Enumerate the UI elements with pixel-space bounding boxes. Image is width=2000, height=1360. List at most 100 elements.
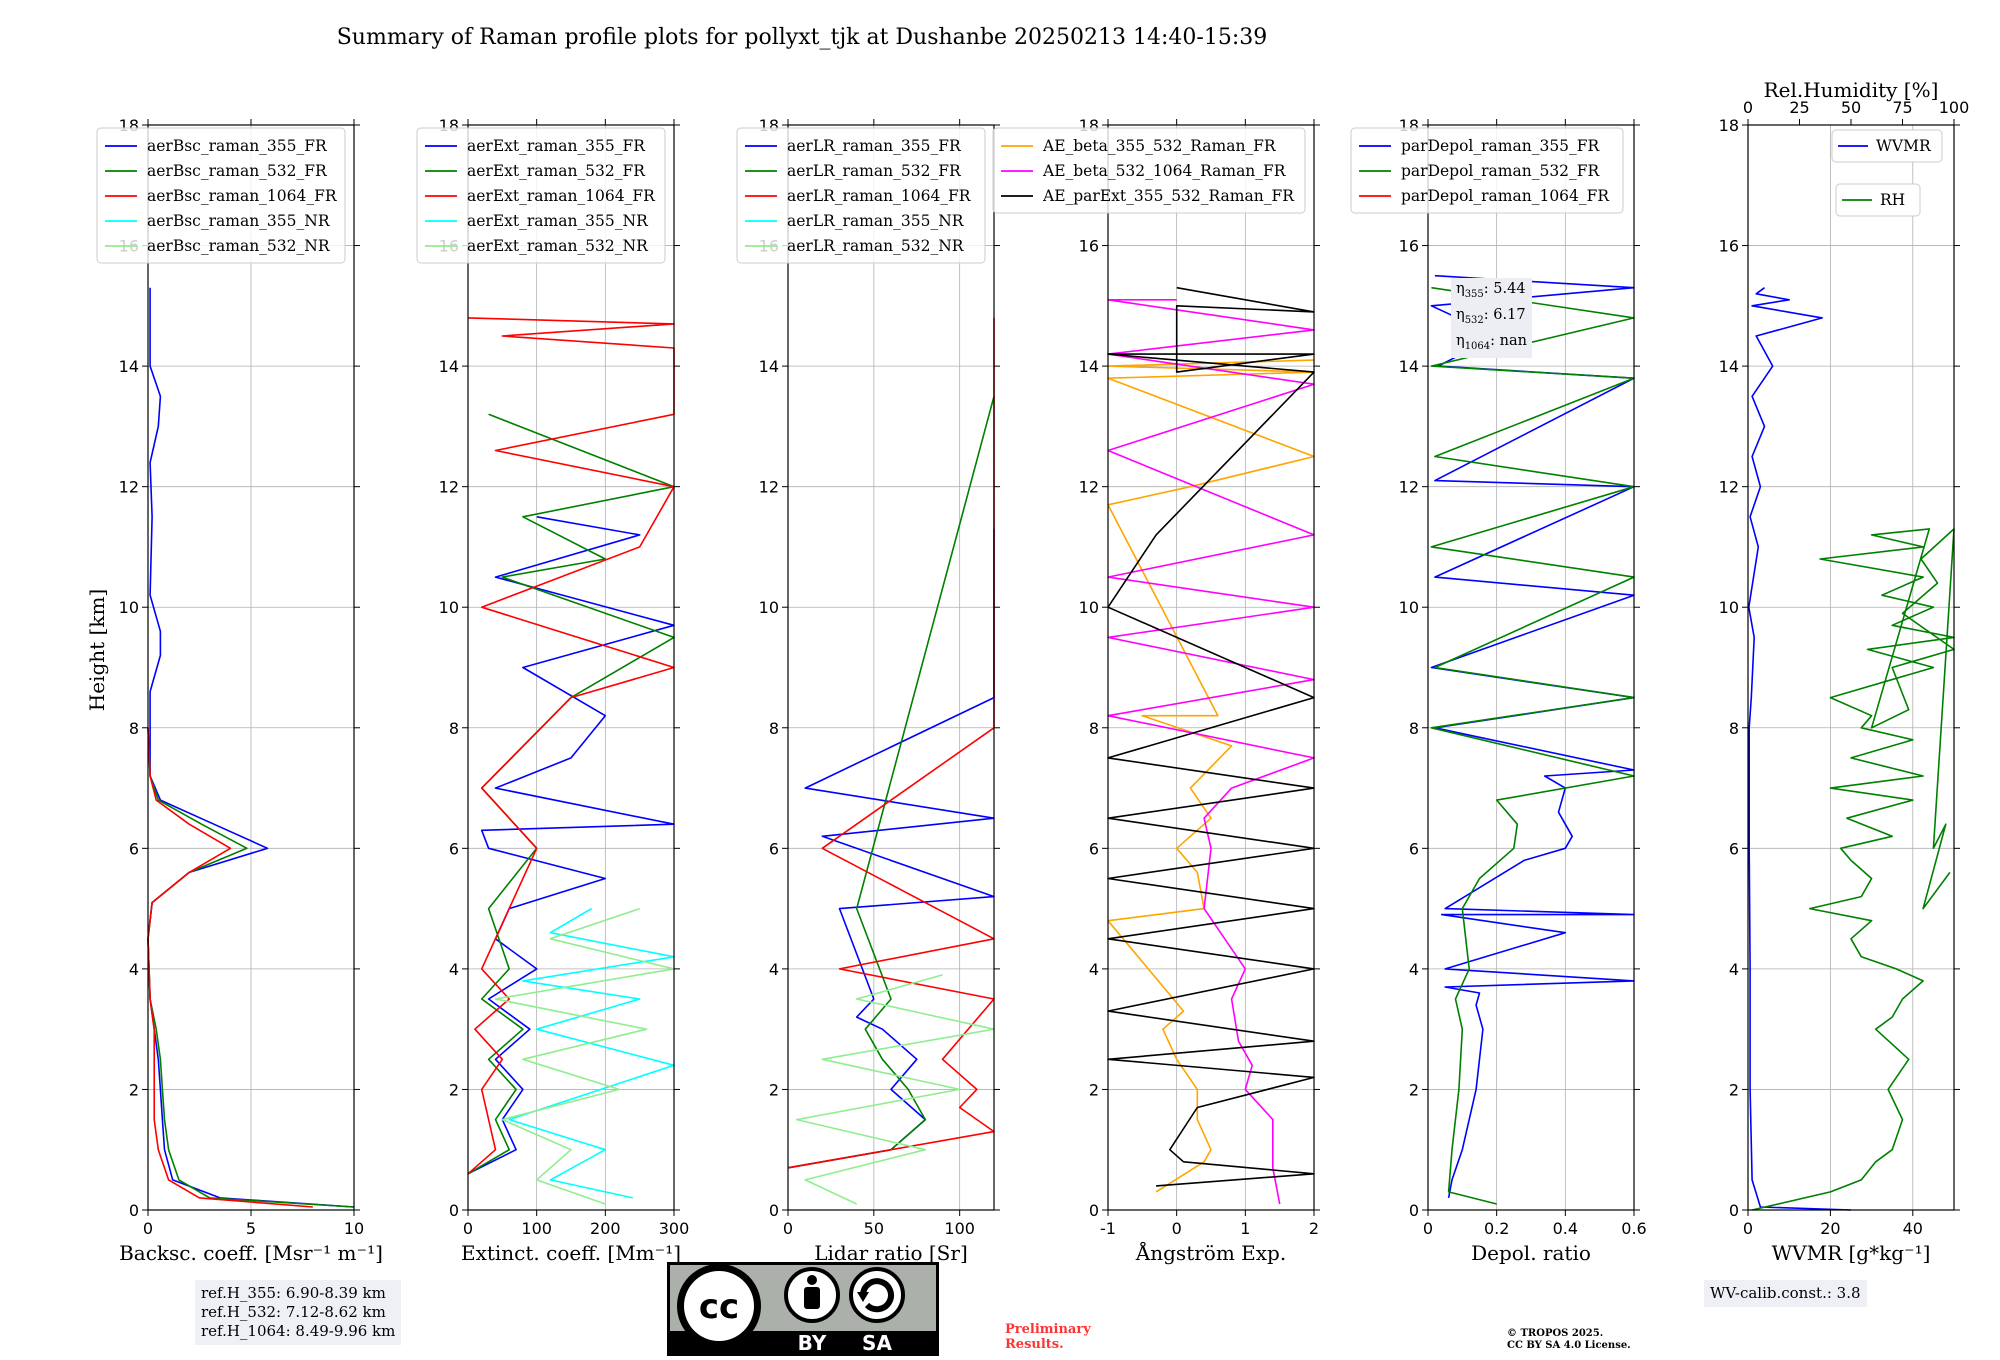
legend-box	[416, 127, 666, 264]
sa-icon-arrow	[860, 1278, 894, 1313]
axes-frame	[467, 124, 675, 1211]
y-tick-label: 12	[1399, 478, 1419, 497]
x-tick-label: 50	[864, 1219, 884, 1238]
by-icon-head	[807, 1275, 817, 1285]
y-tick-label: 0	[769, 1201, 779, 1220]
x-tick-label: 2	[1309, 1219, 1319, 1238]
x-tick-label: 0	[463, 1219, 473, 1238]
y-tick-label: 18	[1719, 116, 1739, 135]
y-tick-label: 12	[1719, 478, 1739, 497]
panel-3: 024681012141618050100Lidar ratio [Sr]aer…	[736, 116, 1000, 1265]
legend-label: aerExt_raman_1064_FR	[467, 187, 656, 205]
series-line-parDepol_raman_532_FR	[1430, 286, 1635, 1205]
x-tick-label: 10	[344, 1219, 364, 1238]
y-tick-label: 2	[1409, 1080, 1419, 1099]
legend-label: aerExt_raman_355_FR	[467, 137, 646, 155]
y-tick-label: 0	[1089, 1201, 1099, 1220]
y-tick-label: 6	[449, 839, 459, 858]
y-tick-label: 6	[129, 839, 139, 858]
x-tick-label: 0	[1743, 1219, 1753, 1238]
legend-label: AE_beta_532_1064_Raman_FR	[1042, 162, 1287, 180]
y-tick-label: 16	[1079, 237, 1099, 256]
eta-box: η355: 5.44 η532: 6.17 η1064: nan	[1451, 278, 1532, 358]
y-axis-label: Height [km]	[85, 589, 109, 711]
x-tick-label: 40	[1903, 1219, 1923, 1238]
y-tick-label: 16	[1719, 237, 1739, 256]
legend-label: aerExt_raman_532_FR	[467, 162, 646, 180]
axes-frame	[1107, 124, 1315, 1211]
y-tick-label: 10	[439, 598, 459, 617]
series-line-aerExt_raman_532_NR	[494, 907, 675, 1205]
y-tick-label: 10	[119, 598, 139, 617]
ref-height-355: ref.H_355: 6.90-8.39 km	[201, 1284, 386, 1302]
y-tick-label: 10	[1719, 598, 1739, 617]
series-line-aerExt_raman_355_NR	[508, 907, 675, 1199]
y-tick-label: 12	[759, 478, 779, 497]
legend-label: aerLR_raman_1064_FR	[787, 187, 972, 205]
x-axis-label: Backsc. coeff. [Msr⁻¹ m⁻¹]	[119, 1241, 383, 1265]
y-tick-label: 0	[1729, 1201, 1739, 1220]
y-tick-label: 14	[1079, 357, 1099, 376]
reference-height-box: ref.H_355: 6.90-8.39 km ref.H_532: 7.12-…	[195, 1280, 402, 1345]
eta-value: : nan	[1490, 332, 1527, 349]
axes-frame	[1747, 124, 1955, 1211]
x-tick-label: 200	[590, 1219, 621, 1238]
legend-box	[992, 127, 1306, 214]
y-tick-label: 0	[129, 1201, 139, 1220]
y-tick-label: 8	[1409, 719, 1419, 738]
x-axis-label: Depol. ratio	[1471, 1241, 1591, 1265]
legend-label: parDepol_raman_532_FR	[1401, 162, 1601, 180]
legend-label: aerLR_raman_532_FR	[787, 162, 962, 180]
y-tick-label: 8	[449, 719, 459, 738]
x-tick-label: 0	[783, 1219, 793, 1238]
legend-label: WVMR	[1876, 137, 1932, 155]
y-tick-label: 2	[769, 1080, 779, 1099]
y-tick-label: 2	[1729, 1080, 1739, 1099]
y-tick-label: 2	[449, 1080, 459, 1099]
x-tick-label: 5	[246, 1219, 256, 1238]
y-tick-label: 6	[769, 839, 779, 858]
panel-1: 0246810121416180510Backsc. coeff. [Msr⁻¹…	[96, 116, 383, 1265]
legend-label: parDepol_raman_1064_FR	[1401, 187, 1610, 205]
y-tick-label: 10	[1399, 598, 1419, 617]
y-tick-label: 8	[129, 719, 139, 738]
y-tick-label: 4	[1729, 960, 1739, 979]
y-tick-label: 4	[1409, 960, 1419, 979]
copyright-line-1: © TROPOS 2025.	[1507, 1328, 1604, 1339]
x-tick-label: 0.4	[1553, 1219, 1578, 1238]
series-line-WVMR	[1748, 287, 1852, 1211]
cc-icon	[684, 1271, 754, 1341]
x-tick-label: 100	[521, 1219, 552, 1238]
ref-height-532: ref.H_532: 7.12-8.62 km	[201, 1303, 386, 1321]
eta-value: : 6.17	[1483, 306, 1526, 323]
legend-label: parDepol_raman_355_FR	[1401, 137, 1601, 155]
series-line-aerExt_raman_355_FR	[467, 516, 675, 1175]
y-tick-label: 4	[129, 960, 139, 979]
x-tick-label: -1	[1100, 1219, 1116, 1238]
preliminary-line-2: Results.	[1005, 1337, 1064, 1352]
by-label: BY	[798, 1331, 827, 1355]
x2-tick-label: 50	[1841, 98, 1861, 117]
x-tick-label: 100	[944, 1219, 975, 1238]
y-tick-label: 10	[759, 598, 779, 617]
eta-1064: η1064: nan	[1456, 331, 1527, 357]
y-tick-label: 12	[439, 478, 459, 497]
panel-2: 0246810121416180100200300Extinct. coeff.…	[416, 116, 689, 1265]
x-tick-label: 1	[1240, 1219, 1250, 1238]
series-line-aerBsc_raman_355_FR	[147, 287, 355, 1208]
y-tick-label: 8	[1729, 719, 1739, 738]
eta-symbol: η	[1456, 306, 1465, 323]
legend-box	[736, 127, 986, 264]
y-tick-label: 0	[1409, 1201, 1419, 1220]
x-tick-label: 20	[1820, 1219, 1840, 1238]
y-tick-label: 2	[129, 1080, 139, 1099]
x-tick-label: 0	[1172, 1219, 1182, 1238]
y-tick-label: 12	[119, 478, 139, 497]
series-line-aerBsc_raman_1064_FR	[147, 727, 313, 1208]
y-tick-label: 14	[1719, 357, 1739, 376]
eta-532: η532: 6.17	[1456, 305, 1527, 331]
y-tick-label: 4	[769, 960, 779, 979]
legend-label: aerBsc_raman_355_NR	[147, 212, 331, 230]
